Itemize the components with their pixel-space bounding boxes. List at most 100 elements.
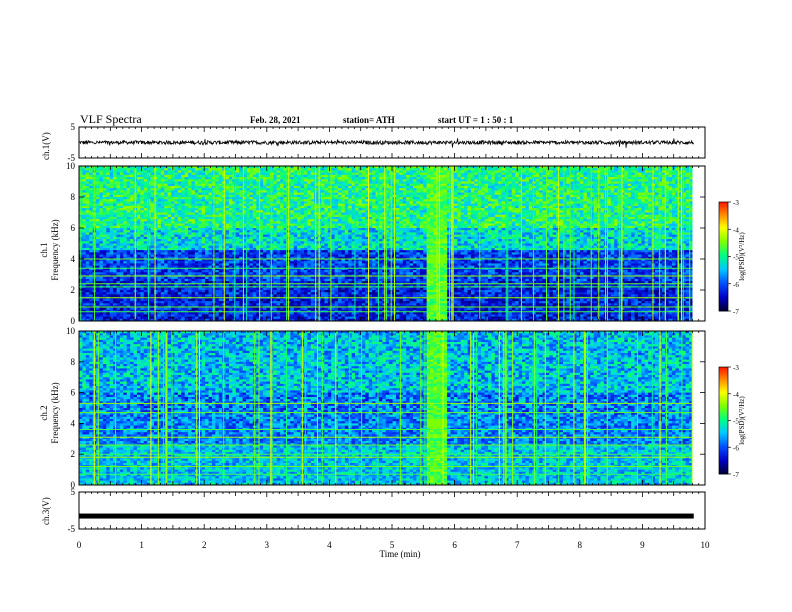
- ch1-spectrogram-cell: [348, 224, 352, 227]
- ch1-spectrogram-cell: [369, 184, 373, 187]
- ch1-spectrogram-cell: [188, 199, 192, 202]
- ch1-spectrogram-cell: [324, 184, 328, 187]
- ch1-spectrogram-cell: [226, 184, 230, 187]
- ch1-spectrogram-cell: [420, 199, 424, 202]
- ch1-spectrogram-cell: [144, 188, 148, 191]
- ch1-spectrogram-cell: [331, 215, 335, 218]
- ch1-spectrogram-cell: [515, 188, 519, 191]
- ch1-spectrogram-cell: [485, 208, 489, 211]
- ch1-spectrogram-cell: [341, 199, 345, 202]
- ch1-spectrogram-cell: [416, 224, 420, 227]
- ch1-spectrogram-cell: [82, 168, 86, 171]
- ch1-spectrogram-cell: [382, 184, 386, 187]
- ch1-spectrogram-cell: [181, 199, 185, 202]
- ch1-spectrogram-cell: [144, 224, 148, 227]
- ch1-spectrogram-cell: [338, 193, 342, 196]
- ch1-spectrogram-cell: [178, 184, 182, 187]
- ch1-spectrogram-cell: [587, 173, 591, 176]
- ch1-spectrogram-cell: [171, 219, 175, 222]
- ch1-spectrogram-cell: [280, 188, 284, 191]
- ch1-spectrogram-cell: [635, 193, 639, 196]
- ch1-spectrogram-cell: [266, 208, 270, 211]
- ch1-spectrogram-cell: [311, 219, 315, 222]
- ch1-spectrogram-cell: [301, 199, 305, 202]
- ch1-spectrogram-cell: [113, 224, 117, 227]
- ch1-spectrogram-cell: [209, 177, 213, 180]
- ch1-spectrogram-cell: [485, 168, 489, 171]
- ch1-spectrogram-cell: [652, 168, 656, 171]
- ch1-spectrogram-cell: [99, 188, 103, 191]
- ch1-spectrogram-cell: [427, 215, 431, 218]
- ch1-spectrogram-cell: [335, 204, 339, 207]
- ch1-spectrogram-cell: [471, 204, 475, 207]
- ch1-spectrogram-cell: [580, 208, 584, 211]
- ch1-spectrogram-cell: [266, 199, 270, 202]
- ch1-spectrogram-cell: [335, 219, 339, 222]
- ch1-spectrogram-cell: [127, 168, 131, 171]
- ch1-spectrogram-cell: [113, 208, 117, 211]
- ch1-spectrogram-cell: [331, 184, 335, 187]
- ch1-spectrogram-cell: [515, 184, 519, 187]
- ch1-spectrogram-cell: [219, 208, 223, 211]
- ch1-spectrogram-cell: [638, 208, 642, 211]
- ch1-spectrogram-cell: [652, 204, 656, 207]
- ch1-spectrogram-cell: [273, 177, 277, 180]
- ch1-spectrogram-cell: [461, 208, 465, 211]
- ch1-spectrogram-cell: [174, 184, 178, 187]
- ch1-spectrogram-cell: [113, 173, 117, 176]
- ch1-spectrogram-cell: [580, 184, 584, 187]
- ch1-spectrogram-cell: [440, 219, 444, 222]
- ch1-spectrogram-cell: [215, 215, 219, 218]
- ch1-spectrogram-cell: [331, 208, 335, 211]
- ch1-spectrogram-cell: [157, 199, 161, 202]
- ch1-spectrogram-cell: [379, 188, 383, 191]
- ch1-spectrogram-cell: [116, 208, 120, 211]
- ch1-spectrogram-cell: [543, 168, 547, 171]
- ch1-spectrogram-cell: [157, 204, 161, 207]
- ch1-spectrogram-cell: [277, 215, 281, 218]
- ch1-spectrogram-cell: [116, 188, 120, 191]
- ch1-spectrogram-cell: [532, 219, 536, 222]
- ch1-spectrogram-cell: [82, 177, 86, 180]
- ch1-spectrogram-cell: [515, 219, 519, 222]
- ch1-spectrogram-cell: [205, 188, 209, 191]
- ch1-spectrogram-cell: [174, 188, 178, 191]
- ch1-spectrogram-cell: [232, 184, 236, 187]
- ch1-spectrogram-cell: [174, 168, 178, 171]
- ch1-spectrogram-cell: [652, 219, 656, 222]
- ch1-spectrogram-cell: [341, 224, 345, 227]
- ch1-spectrogram-cell: [495, 215, 499, 218]
- ch1-spectrogram-cell: [485, 173, 489, 176]
- ch1-spectrogram-cell: [403, 188, 407, 191]
- ch1-spectrogram-cell: [335, 184, 339, 187]
- ch1-spectrogram-cell: [185, 215, 189, 218]
- ch1-spectrogram-cell: [600, 193, 604, 196]
- ch1-spectrogram-cell: [290, 204, 294, 207]
- ch1-spectrogram-cell: [335, 215, 339, 218]
- ch1-spectrogram-cell: [99, 168, 103, 171]
- ch1-spectrogram-cell: [249, 177, 253, 180]
- ch1-spectrogram-cell: [229, 173, 233, 176]
- ch1-spectrogram-cell: [491, 168, 495, 171]
- ch1-spectrogram-cell: [420, 193, 424, 196]
- ch1-spectrogram-cell: [638, 204, 642, 207]
- ch1-spectrogram-cell: [123, 199, 127, 202]
- ch1-spectrogram-cell: [614, 204, 618, 207]
- ch1-spectrogram-cell: [532, 184, 536, 187]
- ch1-spectrogram-cell: [638, 173, 642, 176]
- ch1-spectrogram-cell: [280, 208, 284, 211]
- ch1-spectrogram-cell: [679, 208, 683, 211]
- ch1-spectrogram-cell: [130, 168, 134, 171]
- ch1-spectrogram-cell: [587, 215, 591, 218]
- ch1-spectrogram-cell: [631, 215, 635, 218]
- ch1-spectrogram-cell: [335, 193, 339, 196]
- ch1-spectrogram-cell: [580, 215, 584, 218]
- ch1-spectrogram-cell: [195, 219, 199, 222]
- ch1-spectrogram-cell: [539, 168, 543, 171]
- ch1-spectrogram-cell: [311, 168, 315, 171]
- ch1-spectrogram-cell: [345, 184, 349, 187]
- ch1-spectrogram-cell: [641, 177, 645, 180]
- ch1-spectrogram-cell: [560, 188, 564, 191]
- ch1-spectrogram-cell: [577, 177, 581, 180]
- ch1-spectrogram-cell: [488, 199, 492, 202]
